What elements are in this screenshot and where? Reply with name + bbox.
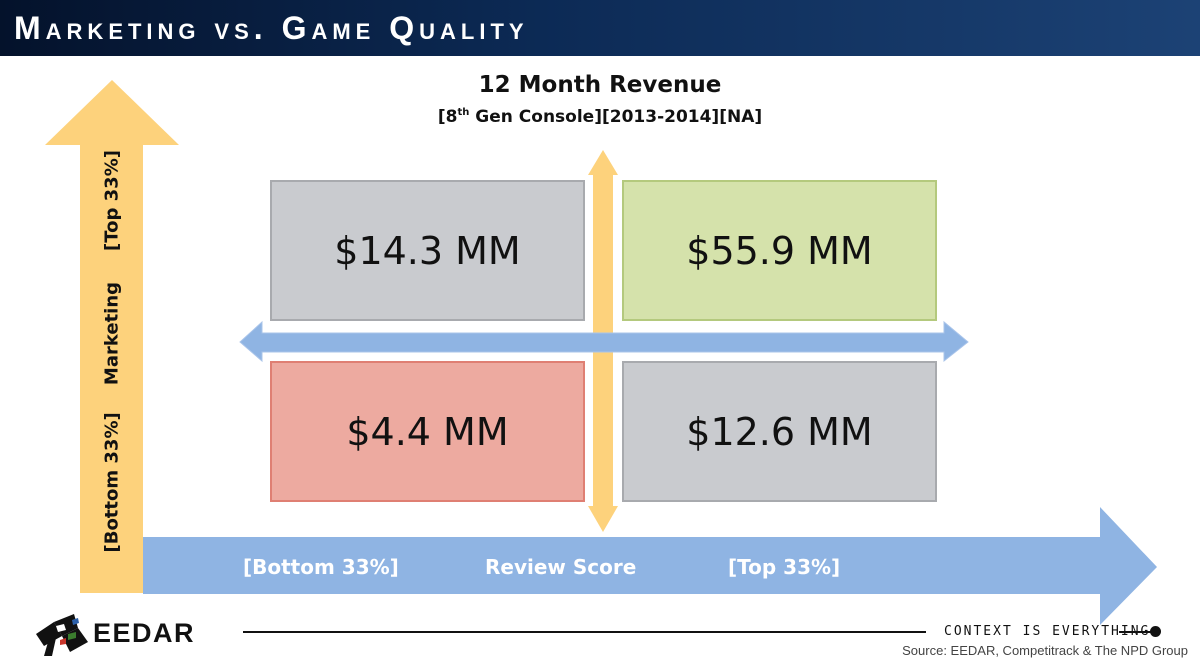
chart-subtitle: [8th Gen Console][2013-2014][NA] [300, 106, 900, 128]
subtitle-text-end: Gen Console][2013-2014][NA] [469, 107, 763, 127]
y-axis-high-label: [Top 33%] [101, 150, 123, 251]
y-axis-label: Marketing [101, 281, 123, 386]
quadrant-low-marketing-low-score: $4.4 MM [270, 361, 585, 502]
x-axis-low-label: [Bottom 33%] [243, 555, 399, 579]
brand-name: EEDAR [93, 618, 196, 648]
y-axis-low-label: [Bottom 33%] [101, 412, 123, 553]
slide-title: Marketing vs. Game Quality [14, 10, 529, 46]
eedar-logo-icon [36, 614, 88, 656]
x-axis-label: Review Score [485, 555, 637, 579]
footer-divider-dot [1150, 626, 1161, 637]
subtitle-superscript: th [457, 107, 470, 118]
quadrant-high-marketing-high-score: $55.9 MM [622, 180, 937, 321]
title-banner: Marketing vs. Game Quality [0, 0, 1200, 56]
quadrant-high-marketing-low-score: $14.3 MM [270, 180, 585, 321]
source-note: Source: EEDAR, Competitrack & The NPD Gr… [902, 643, 1188, 658]
y-axis-arrow [45, 80, 179, 593]
quadrant-low-marketing-high-score: $12.6 MM [622, 361, 937, 502]
center-horizontal-divider-arrow [239, 320, 969, 363]
footer-divider-end [1119, 631, 1153, 633]
subtitle-text-start: [8 [437, 107, 458, 127]
footer-divider [243, 631, 926, 633]
x-axis-high-label: [Top 33%] [728, 555, 841, 579]
footer-tagline: CONTEXT IS EVERYTHING [944, 624, 1151, 639]
x-axis-arrow [143, 507, 1157, 625]
chart-title: 12 Month Revenue [478, 72, 722, 98]
